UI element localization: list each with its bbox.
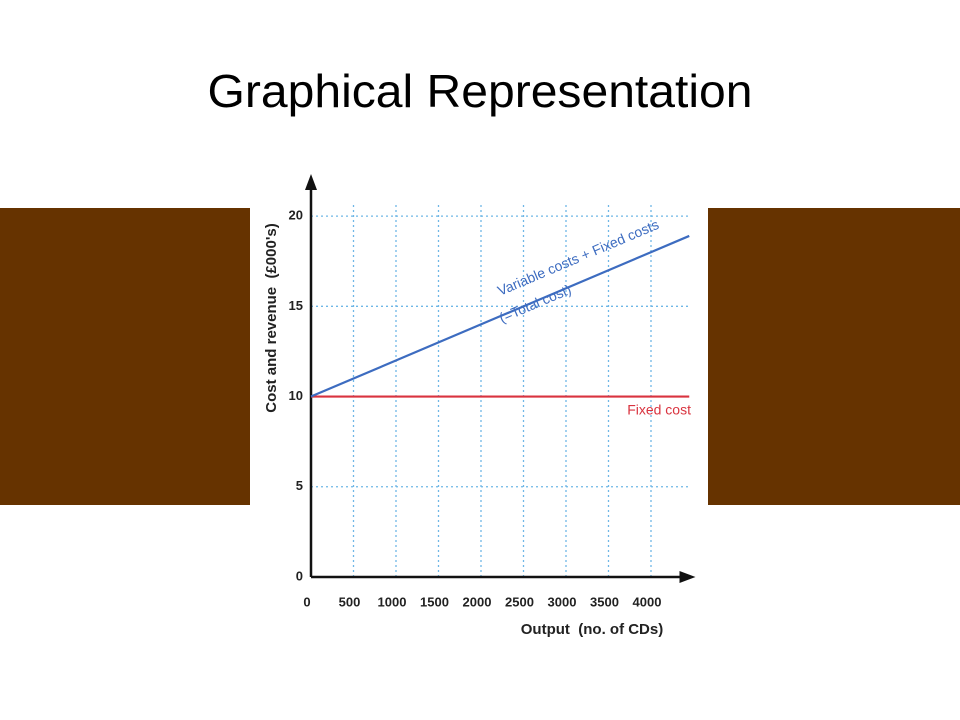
x-tick-label: 3500: [590, 594, 619, 609]
y-axis-label: Cost and revenue (£000's): [263, 223, 280, 412]
x-tick-label: 1500: [420, 594, 449, 609]
y-tick-label: 5: [296, 478, 303, 493]
x-axis-label: Output (no. of CDs): [521, 621, 663, 638]
chart-title: Graphical Representation: [208, 65, 753, 117]
series-label: Fixed cost: [627, 402, 691, 418]
x-tick-label: 4000: [633, 594, 662, 609]
x-tick-label: 2500: [505, 594, 534, 609]
y-tick-label: 20: [289, 208, 303, 223]
y-tick-label: 0: [296, 568, 303, 583]
y-tick-label: 15: [289, 298, 303, 313]
decor-right: [708, 208, 960, 505]
x-tick-label: 3000: [548, 594, 577, 609]
x-axis-arrow: [679, 571, 696, 583]
x-tick-label: 1000: [378, 594, 407, 609]
chart-area: [250, 160, 708, 650]
y-tick-label: 10: [289, 388, 303, 403]
x-tick-label: 2000: [463, 594, 492, 609]
x-tick-label: 0: [303, 594, 310, 609]
series-line: [310, 234, 690, 398]
decor-left: [0, 208, 250, 505]
x-tick-label: 500: [339, 594, 361, 609]
y-axis-arrow: [305, 174, 317, 190]
